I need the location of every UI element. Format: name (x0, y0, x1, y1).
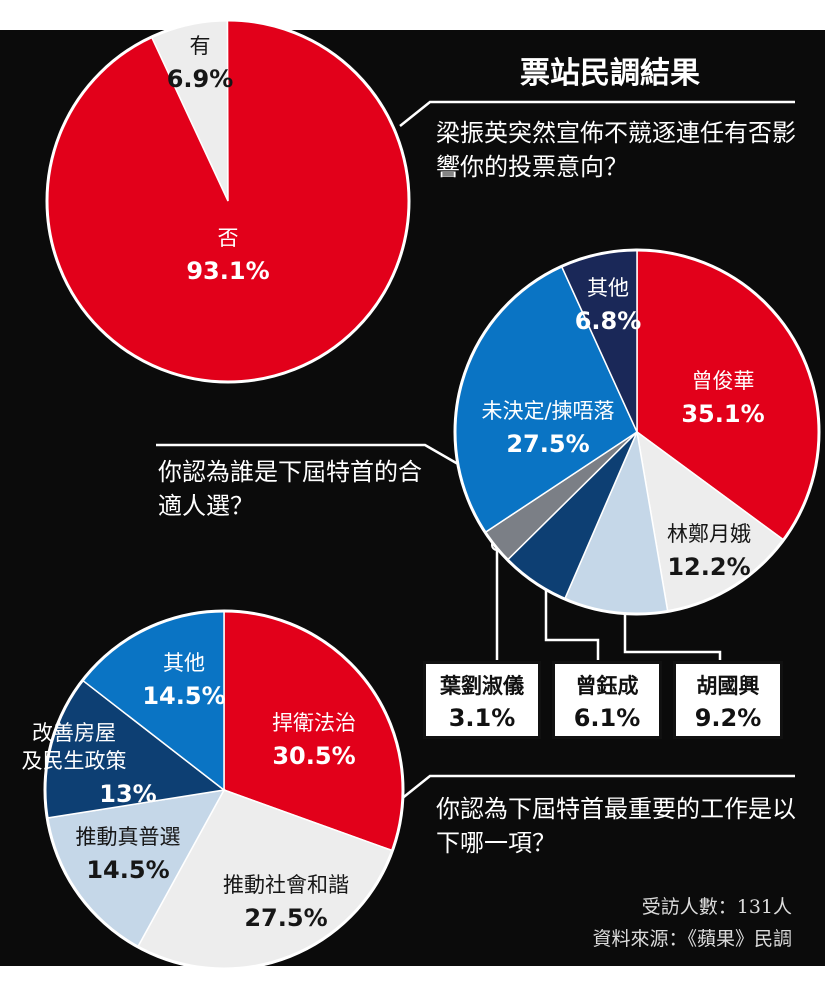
slice-value: 12.2% (667, 553, 750, 581)
slice-label: 曾俊華 (692, 369, 755, 393)
callout-jasper-tsang: 曾鈺成 6.1% (552, 661, 662, 739)
slice-label: 改善房屋 (32, 721, 116, 745)
pie-chief-executive-choice (453, 248, 821, 616)
pie-vote-intention (45, 18, 411, 384)
pie-top-priority (43, 609, 405, 971)
page-title: 票站民調結果 (520, 56, 700, 91)
callout-regina-ip: 葉劉淑儀 3.1% (423, 661, 541, 739)
leader-line (544, 582, 600, 660)
slice-value: 30.5% (272, 742, 355, 770)
slice-value: 27.5% (244, 904, 327, 932)
slice-label: 推動真普選 (76, 825, 181, 849)
slice-value: 27.5% (506, 430, 589, 458)
leader-line (156, 443, 459, 466)
slice-labels: 有 6.9% 否 93.1% 曾俊華 35.1% 林鄭月娥 12.2% 未決定/揀唔落 27.5%… (22, 34, 765, 932)
pie-rim (45, 18, 411, 384)
callout-label: 胡國興 (696, 674, 760, 698)
slice-value: 35.1% (681, 400, 764, 428)
slice-label: 推動社會和諧 (223, 873, 349, 897)
question-2: 你認為誰是下屆特首的合適人選？ (158, 458, 422, 520)
leader-line (399, 774, 795, 801)
slice-label: 其他 (163, 651, 205, 675)
slice-label: 有 (190, 34, 211, 58)
slice-label: 其他 (587, 276, 629, 300)
pie-rim (453, 248, 821, 616)
callout-value: 3.1% (448, 704, 516, 732)
slice-value: 93.1% (186, 257, 269, 285)
leader-line (399, 100, 795, 127)
callout-value: 6.1% (573, 704, 641, 732)
slice-value: 14.5% (142, 682, 225, 710)
respondents-count: 受訪人數：131人 (641, 896, 792, 918)
slice-label: 及民生政策 (22, 749, 127, 773)
slice-value: 14.5% (86, 856, 169, 884)
callout-value: 9.2% (694, 704, 762, 732)
question-1: 梁振英突然宣佈不競逐連任有否影響你的投票意向？ (436, 119, 796, 181)
slice-label: 未決定/揀唔落 (481, 399, 614, 423)
slice-value: 6.9% (167, 65, 234, 93)
callout-label: 曾鈺成 (575, 674, 639, 698)
leader-line (623, 601, 722, 660)
pie-rim (43, 609, 405, 971)
data-source: 資料來源：《蘋果》民調 (592, 928, 792, 950)
slice-label: 林鄭月娥 (667, 522, 751, 546)
callout-woo-kwok-hing: 胡國興 9.2% (673, 661, 783, 739)
question-3: 你認為下屆特首最重要的工作是以下哪一項？ (436, 795, 796, 857)
slice-label: 捍衛法治 (272, 711, 356, 735)
slice-value: 6.8% (575, 307, 642, 335)
slice-label: 否 (218, 226, 239, 250)
callout-label: 葉劉淑儀 (440, 674, 524, 698)
slice-value: 13% (99, 780, 156, 808)
